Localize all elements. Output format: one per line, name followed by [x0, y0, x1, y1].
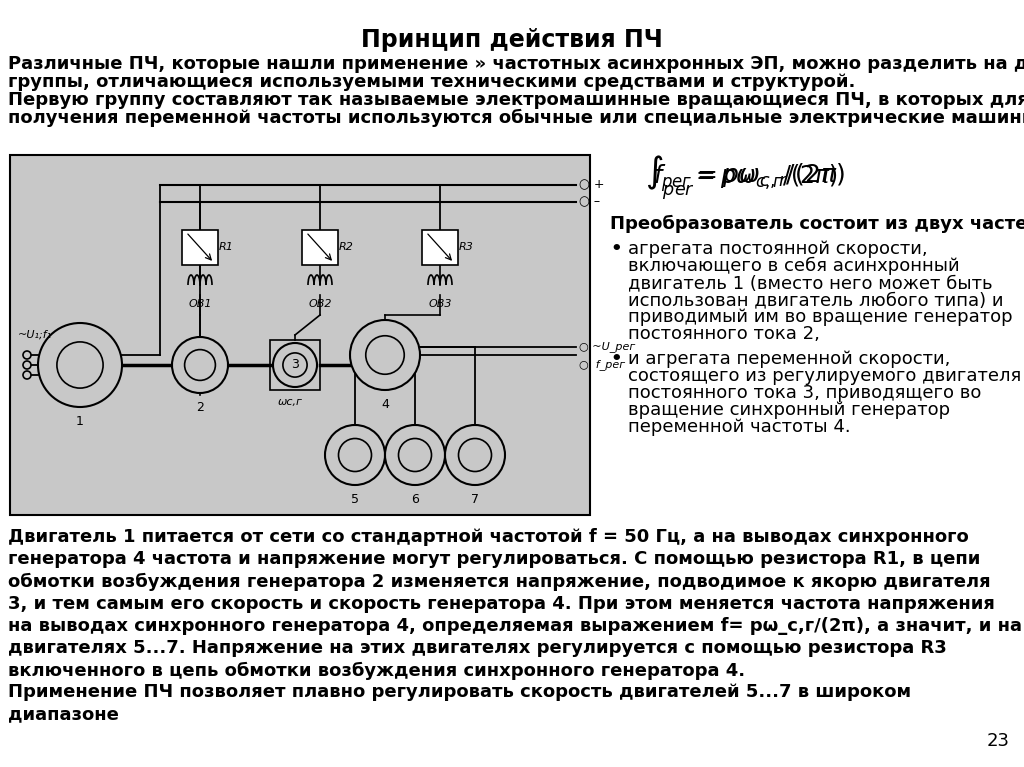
Circle shape — [459, 439, 492, 472]
Text: 6: 6 — [411, 493, 419, 506]
Bar — [270, 340, 319, 390]
Circle shape — [23, 361, 31, 369]
Text: группы, отличающиеся используемыми техническими средствами и структурой.: группы, отличающиеся используемыми техни… — [8, 73, 855, 91]
Text: OB1: OB1 — [188, 299, 212, 309]
Circle shape — [339, 439, 372, 472]
Circle shape — [57, 342, 103, 388]
Text: 2: 2 — [196, 401, 204, 414]
Circle shape — [23, 371, 31, 379]
Text: OB3: OB3 — [428, 299, 452, 309]
Text: Двигатель 1 питается от сети со стандартной частотой f = 50 Гц, а на выводах син: Двигатель 1 питается от сети со стандарт… — [8, 528, 1022, 680]
Text: использован двигатель любого типа) и: использован двигатель любого типа) и — [628, 291, 1004, 309]
Circle shape — [283, 353, 307, 377]
Text: ωс,г: ωс,г — [278, 397, 302, 407]
Text: приводимый им во вращение генератор: приводимый им во вращение генератор — [628, 308, 1013, 326]
Bar — [302, 230, 338, 265]
Text: R3: R3 — [459, 242, 474, 252]
Text: двигатель 1 (вместо него может быть: двигатель 1 (вместо него может быть — [628, 274, 992, 292]
Text: •: • — [610, 350, 622, 368]
Text: •: • — [610, 240, 622, 258]
Circle shape — [385, 425, 445, 485]
Text: ○ ~U_рег: ○ ~U_рег — [579, 341, 635, 353]
Text: Принцип действия ПЧ: Принцип действия ПЧ — [361, 28, 663, 52]
Circle shape — [445, 425, 505, 485]
Circle shape — [350, 320, 420, 390]
Text: включающего в себя асинхронный: включающего в себя асинхронный — [628, 257, 959, 275]
Text: $\int_{per} = p\omega_{c,r}/(2\pi)$: $\int_{per} = p\omega_{c,r}/(2\pi)$ — [645, 153, 845, 202]
Circle shape — [23, 351, 31, 359]
Text: Первую группу составляют так называемые электромашинные вращающиеся ПЧ, в которы: Первую группу составляют так называемые … — [8, 91, 1024, 109]
Text: 5: 5 — [351, 493, 359, 506]
Circle shape — [172, 337, 228, 393]
Text: ○ –: ○ – — [579, 196, 600, 209]
Text: Преобразователь состоит из двух частей:: Преобразователь состоит из двух частей: — [610, 215, 1024, 233]
Text: Различные ПЧ, которые нашли применение » частотных асинхронных ЭП, можно раздели: Различные ПЧ, которые нашли применение »… — [8, 55, 1024, 73]
Text: и агрегата переменной скорости,: и агрегата переменной скорости, — [628, 350, 950, 368]
Circle shape — [184, 350, 215, 380]
Text: постоянного тока 2,: постоянного тока 2, — [628, 325, 820, 343]
Bar — [182, 230, 218, 265]
Text: 4: 4 — [381, 398, 389, 411]
Circle shape — [273, 343, 317, 387]
Text: агрегата постоянной скорости,: агрегата постоянной скорости, — [628, 240, 928, 258]
Text: R2: R2 — [339, 242, 354, 252]
Text: $f_{рег}= p\omega_{с,г}/(2\pi)$: $f_{рег}= p\omega_{с,г}/(2\pi)$ — [652, 162, 838, 194]
Bar — [10, 155, 590, 515]
Text: 7: 7 — [471, 493, 479, 506]
Text: 23: 23 — [987, 732, 1010, 750]
Bar — [422, 230, 458, 265]
Text: ○ +: ○ + — [579, 179, 604, 192]
Text: 1: 1 — [76, 415, 84, 428]
Text: Применение ПЧ позволяет плавно регулировать скорость двигателей 5...7 в широком
: Применение ПЧ позволяет плавно регулиров… — [8, 683, 911, 723]
Text: ~U₁;f₁: ~U₁;f₁ — [18, 330, 52, 340]
Circle shape — [325, 425, 385, 485]
Text: 3: 3 — [291, 358, 299, 371]
Text: R1: R1 — [219, 242, 233, 252]
Text: состоящего из регулируемого двигателя: состоящего из регулируемого двигателя — [628, 367, 1021, 385]
Text: постоянного тока 3, приводящего во: постоянного тока 3, приводящего во — [628, 384, 981, 402]
Text: OB2: OB2 — [308, 299, 332, 309]
Text: ○  f_рег: ○ f_рег — [579, 360, 625, 370]
Text: переменной частоты 4.: переменной частоты 4. — [628, 418, 851, 436]
Circle shape — [366, 336, 404, 374]
Circle shape — [38, 323, 122, 407]
Circle shape — [398, 439, 431, 472]
Text: вращение синхронный генератор: вращение синхронный генератор — [628, 401, 950, 419]
Text: получения переменной частоты используются обычные или специальные электрические : получения переменной частоты используютс… — [8, 109, 1024, 127]
